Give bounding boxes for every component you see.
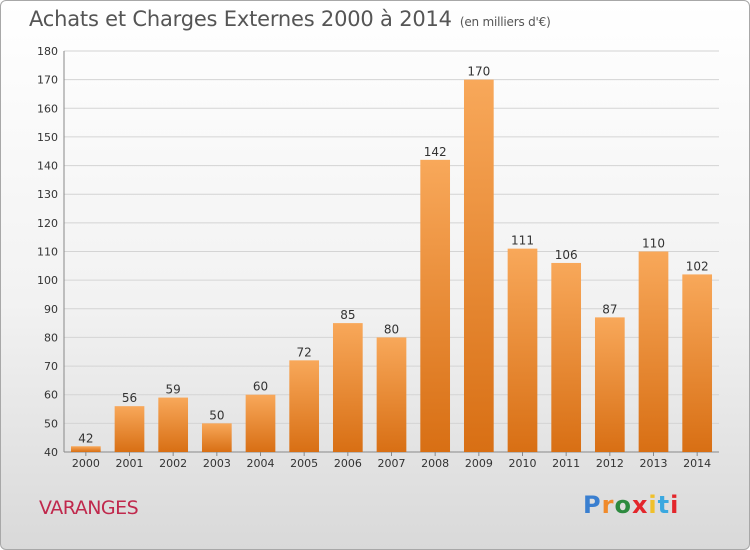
x-tick-label-2008: 2008 xyxy=(421,457,449,470)
location-label: VARANGES xyxy=(39,497,139,519)
bar-2013 xyxy=(638,251,669,452)
data-label-2012: 87 xyxy=(602,302,617,316)
data-label-2002: 59 xyxy=(166,383,181,397)
data-label-2005: 72 xyxy=(297,345,312,359)
data-label-2004: 60 xyxy=(253,380,268,394)
y-tick-label: 100 xyxy=(37,274,58,287)
x-tick-label-2000: 2000 xyxy=(72,457,100,470)
y-tick-label: 90 xyxy=(44,303,58,316)
y-tick-label: 170 xyxy=(37,74,58,87)
chart-title: Achats et Charges Externes 2000 à 2014 (e… xyxy=(29,7,551,31)
y-tick-labels: 40 50 60 70 80 90 100 110 120 130 140 150 160 170 180 xyxy=(37,45,58,459)
data-label-2013: 110 xyxy=(642,237,665,251)
bar-2008 xyxy=(420,159,451,453)
logo-letter: i xyxy=(670,491,680,519)
bar-2006 xyxy=(332,323,363,452)
x-tick-label-2013: 2013 xyxy=(640,457,668,470)
y-tick-label: 40 xyxy=(44,446,58,459)
y-tick-label: 180 xyxy=(37,45,58,58)
y-tick-label: 160 xyxy=(37,102,58,115)
x-tick-label-2001: 2001 xyxy=(116,457,144,470)
x-tick-label-2014: 2014 xyxy=(683,457,711,470)
data-label-2007: 80 xyxy=(384,322,399,336)
data-label-2010: 111 xyxy=(511,234,534,248)
y-tick-label: 70 xyxy=(44,360,58,373)
x-tick-label-2010: 2010 xyxy=(509,457,537,470)
bar-2003 xyxy=(201,423,232,452)
data-label-2003: 50 xyxy=(209,408,224,422)
x-tick-label-2002: 2002 xyxy=(159,457,187,470)
y-tick-label: 50 xyxy=(44,417,58,430)
x-tick-label-2005: 2005 xyxy=(290,457,318,470)
bar-2012 xyxy=(594,317,625,452)
y-tick-label: 120 xyxy=(37,217,58,230)
y-tick-label: 130 xyxy=(37,188,58,201)
y-tick-label: 110 xyxy=(37,246,58,259)
bar-2004 xyxy=(245,394,276,452)
x-tick-label-2004: 2004 xyxy=(247,457,275,470)
x-tick-label-2003: 2003 xyxy=(203,457,231,470)
bar-2001 xyxy=(114,406,145,452)
x-tick-label-2006: 2006 xyxy=(334,457,362,470)
logo-letter: P xyxy=(583,491,602,519)
chart-subtitle: (en milliers d'€) xyxy=(459,15,551,29)
bar-2009 xyxy=(463,79,494,453)
data-label-2009: 170 xyxy=(467,65,490,79)
y-tick-label: 60 xyxy=(44,389,58,402)
bar-2002 xyxy=(158,397,189,452)
bar-2011 xyxy=(551,262,582,452)
x-tick-label-2011: 2011 xyxy=(552,457,580,470)
y-tick-label: 80 xyxy=(44,331,58,344)
bar-2007 xyxy=(376,337,407,452)
logo-letter: o xyxy=(614,491,632,519)
x-tick-labels: 2000 2001 2002 2003 2004 2005 2006 2007 2008 2009… xyxy=(72,457,711,470)
data-label-2014: 102 xyxy=(686,259,709,273)
y-tick-label: 140 xyxy=(37,160,58,173)
logo-letter: t xyxy=(657,491,671,519)
chart-title-text: Achats et Charges Externes 2000 à 2014 xyxy=(29,7,452,31)
data-label-2011: 106 xyxy=(555,248,578,262)
bar-2014 xyxy=(682,274,713,452)
x-tick-label-2009: 2009 xyxy=(465,457,493,470)
logo-letter: x xyxy=(631,491,649,519)
proxiti-logo: Proxiti xyxy=(583,491,679,519)
data-labels: 42 56 59 50 60 72 85 80 142 170 111 106 87 110 102 xyxy=(78,65,708,446)
data-label-2006: 85 xyxy=(340,308,355,322)
logo-letter: r xyxy=(601,491,615,519)
bar-2005 xyxy=(289,360,320,452)
x-tick-label-2007: 2007 xyxy=(378,457,406,470)
bar-2000 xyxy=(70,446,101,452)
bars xyxy=(70,79,713,453)
x-tick-label-2012: 2012 xyxy=(596,457,624,470)
data-label-2000: 42 xyxy=(78,431,93,445)
data-label-2008: 142 xyxy=(424,145,447,159)
bar-2010 xyxy=(507,248,538,452)
y-tick-label: 150 xyxy=(37,131,58,144)
logo-letter: i xyxy=(648,491,658,519)
data-label-2001: 56 xyxy=(122,391,137,405)
